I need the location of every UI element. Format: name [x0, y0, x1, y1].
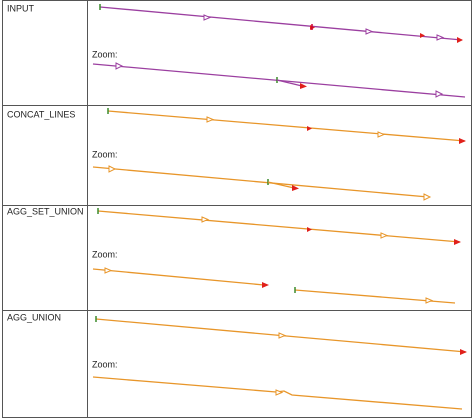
arrow-marker — [436, 34, 445, 41]
row-label: CONCAT_LINES — [7, 109, 75, 119]
arrow-marker — [307, 126, 312, 131]
line-feature — [99, 6, 463, 41]
arrow-marker — [115, 62, 124, 70]
arrow-marker — [377, 131, 386, 138]
arrow-marker — [423, 193, 432, 201]
zoom-label: Zoom: — [92, 359, 118, 369]
arrow-marker — [457, 37, 463, 43]
arrow-marker — [104, 267, 113, 274]
row-label: AGG_UNION — [7, 312, 61, 322]
line-feature — [276, 79, 303, 87]
arrow-marker — [460, 349, 467, 355]
row-label: AGG_SET_UNION — [7, 206, 84, 216]
arrow-marker — [380, 232, 389, 239]
line-feature — [92, 268, 265, 286]
line-feature — [97, 210, 461, 243]
arrow-marker — [454, 239, 461, 245]
zoom-label: Zoom: — [92, 249, 118, 259]
agg-set-union-drawing — [92, 208, 461, 304]
arrow-marker — [420, 33, 425, 38]
arrow-marker — [292, 185, 299, 191]
concat-lines-drawing — [92, 108, 466, 201]
zoom-label: Zoom: — [92, 149, 118, 159]
agg-union-drawing — [92, 316, 467, 410]
arrow-marker — [203, 14, 212, 21]
arrow-marker — [278, 332, 287, 339]
arrow-marker — [108, 165, 117, 173]
arrow-marker — [201, 216, 210, 223]
arrow-marker — [459, 138, 466, 144]
arrow-marker — [435, 90, 444, 98]
line-feature — [267, 181, 295, 189]
arrow-marker — [425, 297, 434, 304]
arrow-marker — [307, 227, 312, 232]
row-label: INPUT — [7, 3, 35, 13]
arrow-marker — [275, 389, 284, 396]
line-feature — [107, 110, 466, 142]
line-feature — [92, 376, 463, 410]
arrow-marker — [262, 282, 269, 288]
line-feature — [92, 166, 429, 198]
arrow-marker — [365, 28, 374, 35]
arrow-marker — [300, 83, 307, 89]
input-drawing — [92, 4, 466, 98]
arrow-marker — [206, 116, 215, 123]
zoom-label: Zoom: — [92, 49, 118, 59]
